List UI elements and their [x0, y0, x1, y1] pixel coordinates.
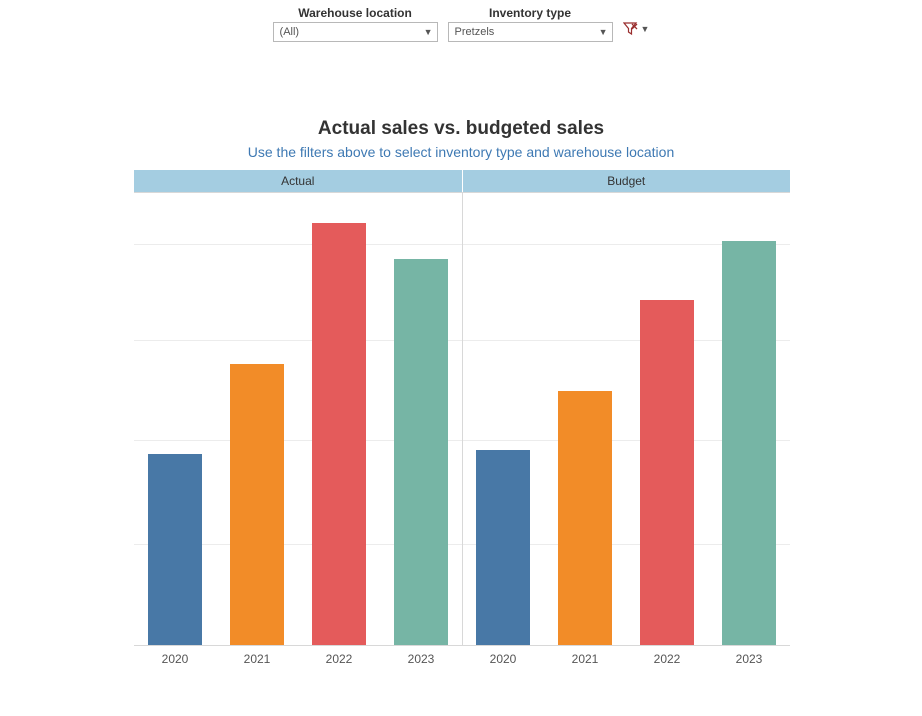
x-axis-label: 2023 — [394, 646, 448, 670]
filter-inventory-label: Inventory type — [489, 6, 571, 20]
clear-filters-button[interactable]: ▼ — [623, 22, 650, 36]
chart-title-block: Actual sales vs. budgeted sales Use the … — [0, 118, 922, 160]
chevron-down-icon: ▼ — [599, 27, 608, 37]
filter-warehouse: Warehouse location (All) ▼ — [273, 6, 438, 42]
chevron-down-icon: ▼ — [424, 27, 433, 37]
filter-bar: Warehouse location (All) ▼ Inventory typ… — [0, 6, 922, 42]
bar — [476, 450, 530, 645]
bar — [722, 241, 776, 645]
bar — [394, 259, 448, 645]
plot-area — [134, 192, 790, 646]
filter-inventory: Inventory type Pretzels ▼ — [448, 6, 613, 42]
filter-warehouse-label: Warehouse location — [298, 6, 412, 20]
filter-inventory-select[interactable]: Pretzels ▼ — [448, 22, 613, 42]
panel-headers: ActualBudget — [134, 170, 790, 192]
filter-warehouse-select[interactable]: (All) ▼ — [273, 22, 438, 42]
chart-area: ActualBudget 202020212022202320202021202… — [134, 170, 790, 670]
x-axis-label: 2021 — [230, 646, 284, 670]
x-axis-label: 2020 — [476, 646, 530, 670]
x-panel: 2020 2021 2022 2023 — [134, 646, 462, 670]
chart-subtitle: Use the filters above to select inventor… — [0, 144, 922, 160]
x-axis-labels: 2020 2021 2022 2023 2020 2021 2022 2023 — [134, 646, 790, 670]
x-axis-label: 2023 — [722, 646, 776, 670]
bar — [558, 391, 612, 645]
x-panel: 2020 2021 2022 2023 — [462, 646, 790, 670]
chart-panel — [134, 193, 463, 645]
panel-header: Budget — [463, 170, 791, 192]
bar — [312, 223, 366, 645]
x-axis-label: 2021 — [558, 646, 612, 670]
x-axis-label: 2022 — [312, 646, 366, 670]
filter-inventory-value: Pretzels — [455, 26, 495, 38]
x-axis-label: 2022 — [640, 646, 694, 670]
chevron-down-icon: ▼ — [641, 24, 650, 34]
filter-warehouse-value: (All) — [280, 26, 300, 38]
chart-panel — [463, 193, 791, 645]
x-axis-label: 2020 — [148, 646, 202, 670]
panel-header: Actual — [134, 170, 463, 192]
bar — [148, 454, 202, 645]
chart-title: Actual sales vs. budgeted sales — [0, 118, 922, 140]
bar — [230, 364, 284, 645]
bar — [640, 300, 694, 645]
filter-clear-icon — [623, 22, 638, 36]
